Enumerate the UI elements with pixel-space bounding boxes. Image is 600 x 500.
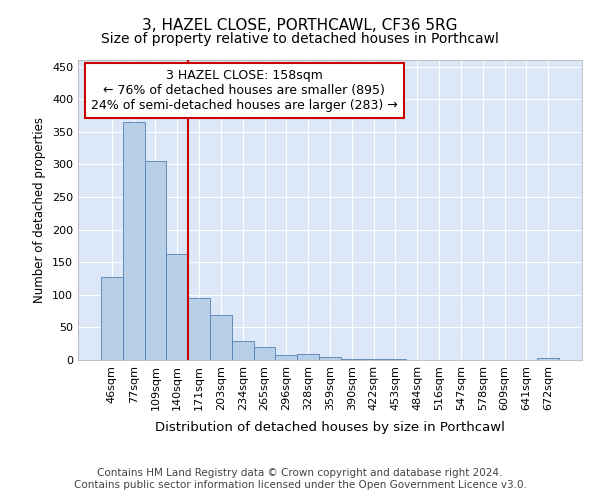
Bar <box>537 358 559 360</box>
Bar <box>254 347 275 360</box>
Text: 3 HAZEL CLOSE: 158sqm
← 76% of detached houses are smaller (895)
24% of semi-det: 3 HAZEL CLOSE: 158sqm ← 76% of detached … <box>91 69 398 112</box>
Bar <box>232 341 254 360</box>
Bar <box>341 358 363 360</box>
Text: Contains HM Land Registry data © Crown copyright and database right 2024.
Contai: Contains HM Land Registry data © Crown c… <box>74 468 526 490</box>
Bar <box>123 122 145 360</box>
Bar <box>319 356 341 360</box>
Bar <box>101 276 123 360</box>
Text: 3, HAZEL CLOSE, PORTHCAWL, CF36 5RG: 3, HAZEL CLOSE, PORTHCAWL, CF36 5RG <box>142 18 458 32</box>
Bar <box>166 254 188 360</box>
Bar <box>275 355 297 360</box>
X-axis label: Distribution of detached houses by size in Porthcawl: Distribution of detached houses by size … <box>155 421 505 434</box>
Bar <box>297 354 319 360</box>
Bar <box>145 161 166 360</box>
Bar <box>188 298 210 360</box>
Y-axis label: Number of detached properties: Number of detached properties <box>34 117 46 303</box>
Bar <box>210 315 232 360</box>
Text: Size of property relative to detached houses in Porthcawl: Size of property relative to detached ho… <box>101 32 499 46</box>
